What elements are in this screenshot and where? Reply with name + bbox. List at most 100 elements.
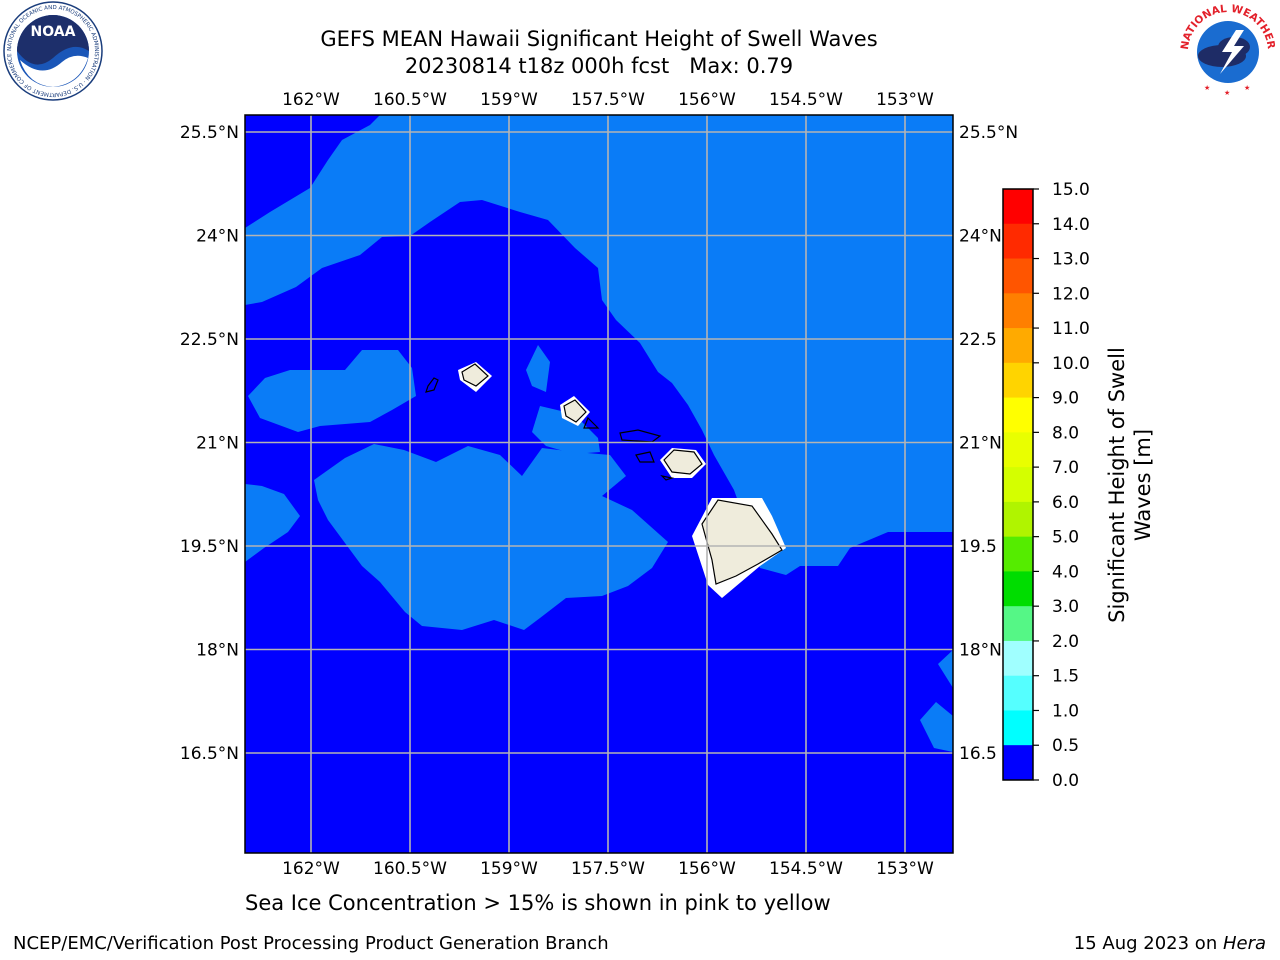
island-hawaii	[701, 499, 783, 585]
lon-tick-bottom: 153°W	[876, 859, 934, 879]
footer-host: Hera	[1222, 933, 1266, 954]
footer-branch: NCEP/EMC/Verification Post Processing Pr…	[13, 933, 609, 954]
lat-tick-left: 21°N	[196, 434, 239, 454]
lat-tick-left: 16.5°N	[180, 744, 239, 764]
colorbar-tick: 1.5	[1052, 667, 1079, 687]
colorbar-tick: 0.5	[1052, 736, 1079, 756]
island-niihau	[425, 377, 439, 393]
lat-tick-left: 19.5°N	[180, 537, 239, 557]
swell-band-0.5-1.0-west-edge	[245, 484, 300, 562]
colorbar-segment	[1003, 223, 1033, 260]
colorbar-segment	[1003, 362, 1033, 399]
colorbar-segment	[1003, 397, 1033, 433]
chart-subtitle: 20230814 t18z 000h fcst Max: 0.79	[404, 54, 794, 78]
colorbar-tick: 5.0	[1052, 528, 1079, 548]
island-lanai	[635, 451, 655, 463]
lon-tick-bottom: 162°W	[282, 859, 340, 879]
svg-text:★: ★	[1204, 84, 1210, 92]
lon-tick-top: 159°W	[480, 90, 538, 110]
lat-tick-right: 22.5	[959, 330, 997, 350]
colorbar-tick: 12.0	[1052, 284, 1090, 304]
colorbar-tick: 10.0	[1052, 354, 1090, 374]
lat-tick-right: 16.5	[959, 744, 997, 764]
lat-ticks-left: 25.5°N 24°N 22.5°N 21°N 19.5°N 18°N 16.5°N	[180, 123, 239, 764]
colorbar-tick: 11.0	[1052, 319, 1090, 339]
island-kahoolawe	[660, 475, 675, 481]
colorbar-tick: 0.0	[1052, 771, 1079, 791]
nws-logo-icon: NATIONAL WEATHER SERVICE ★ ★ ★	[1176, 0, 1277, 100]
lat-tick-right: 18°N	[959, 641, 1002, 661]
colorbar-tick: 6.0	[1052, 493, 1079, 513]
lon-tick-bottom: 154.5°W	[769, 859, 843, 879]
footer-date-text: 15 Aug 2023 on	[1073, 933, 1223, 954]
lon-tick-top: 153°W	[876, 90, 934, 110]
lon-tick-top: 157.5°W	[571, 90, 645, 110]
lat-tick-right: 24°N	[959, 227, 1002, 247]
colorbar-label-line1: Significant Height of Swell	[1105, 347, 1129, 623]
colorbar-segment	[1003, 675, 1033, 711]
lat-tick-left: 24°N	[196, 227, 239, 247]
lon-tick-top: 160.5°W	[373, 90, 447, 110]
islands	[425, 362, 786, 598]
colorbar-segment	[1003, 536, 1033, 572]
lon-tick-bottom: 160.5°W	[373, 859, 447, 879]
swell-band-0.5-1.0-south	[314, 444, 668, 630]
swell-band-0.5-1.0-northeast	[245, 115, 953, 575]
lat-tick-left: 22.5°N	[180, 330, 239, 350]
lon-tick-top: 162°W	[282, 90, 340, 110]
colorbar-segment	[1003, 189, 1033, 225]
lon-ticks-top: 162°W 160.5°W 159°W 157.5°W 156°W 154.5°W 153°…	[282, 90, 934, 110]
lat-tick-right: 25.5°N	[959, 123, 1018, 143]
colorbar-tick: 9.0	[1052, 389, 1079, 409]
swell-band-0.5-1.0-southeast	[938, 650, 953, 688]
colorbar-tick: 15.0	[1052, 180, 1090, 200]
lat-tick-right: 19.5	[959, 537, 997, 557]
colorbar-segment	[1003, 467, 1033, 503]
swell-band-0.5-1.0-southeast-2	[920, 702, 953, 752]
swell-band-0.5-1.0-kauai-west	[248, 350, 416, 432]
colorbar-segment	[1003, 328, 1033, 364]
lon-tick-bottom: 159°W	[480, 859, 538, 879]
svg-text:★: ★	[1224, 89, 1230, 97]
colorbar-tick: 8.0	[1052, 423, 1079, 443]
swell-band-0.5-1.0-oahu-channel	[526, 345, 550, 392]
colorbar-tick: 13.0	[1052, 250, 1090, 270]
lat-tick-left: 18°N	[196, 641, 239, 661]
lon-tick-top: 156°W	[678, 90, 736, 110]
noaa-logo-icon: NOAA NATIONAL OCEANIC AND ATMOSPHERIC AD…	[3, 1, 103, 101]
colorbar-segment	[1003, 571, 1033, 607]
colorbar-tick: 2.0	[1052, 632, 1079, 652]
colorbar-segment	[1003, 640, 1033, 677]
colorbar-tick: 4.0	[1052, 562, 1079, 582]
swell-band-0-0.5-corner	[245, 115, 380, 228]
colorbar-label-line2: Waves [m]	[1131, 429, 1155, 541]
colorbar-segment	[1003, 432, 1033, 468]
lon-tick-bottom: 156°W	[678, 859, 736, 879]
colorbar-segment	[1003, 258, 1033, 294]
colorbar-segment	[1003, 501, 1033, 538]
colorbar-ticks: 15.0 14.0 13.0 12.0 11.0 10.0 9.0 8.0 7.0 6.0 5.0 4…	[1033, 180, 1090, 791]
colorbar-tick: 3.0	[1052, 597, 1079, 617]
sea-ice-note: Sea Ice Concentration > 15% is shown in …	[245, 891, 831, 915]
map-gridlines	[245, 115, 953, 853]
svg-text:★: ★	[1244, 84, 1250, 92]
island-maui	[663, 449, 703, 475]
lon-tick-top: 154.5°W	[769, 90, 843, 110]
colorbar-tick: 7.0	[1052, 458, 1079, 478]
colorbar	[1002, 188, 1034, 781]
noaa-logo-text: NOAA	[31, 24, 76, 40]
colorbar-segment-bottom	[1003, 745, 1033, 780]
island-oahu	[563, 399, 587, 423]
colorbar-segment	[1003, 710, 1033, 746]
island-molokai	[619, 429, 662, 443]
lat-tick-right: 21°N	[959, 434, 1002, 454]
lon-ticks-bottom: 162°W 160.5°W 159°W 157.5°W 156°W 154.5°W 153°…	[282, 859, 934, 879]
colorbar-tick: 14.0	[1052, 215, 1090, 235]
colorbar-segment	[1003, 606, 1033, 642]
map-frame	[244, 114, 954, 854]
chart-title: GEFS MEAN Hawaii Significant Height of S…	[320, 27, 878, 51]
lat-tick-left: 25.5°N	[180, 123, 239, 143]
lat-ticks-right: 25.5°N 24°N 22.5 21°N 19.5 18°N 16.5	[959, 123, 1018, 764]
colorbar-segment	[1003, 293, 1033, 329]
